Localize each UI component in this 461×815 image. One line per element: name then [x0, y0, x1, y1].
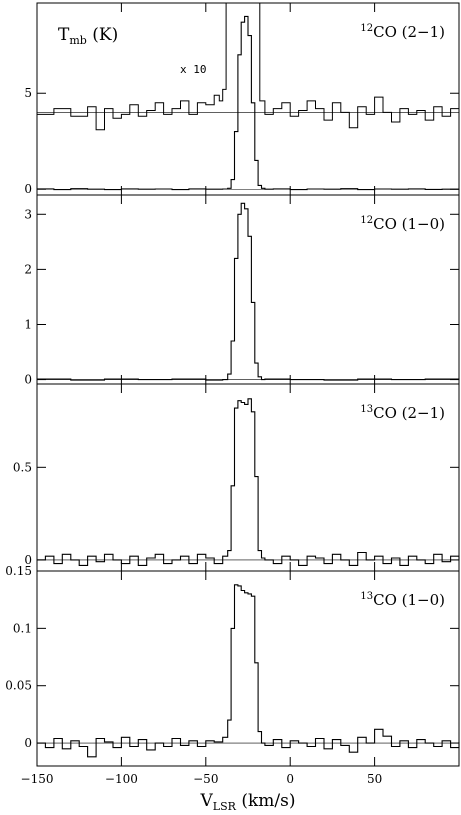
x-axis-label-sub: LSR: [213, 800, 237, 813]
panel-4: 0 0.05 0.1 0.15 13CO (1−0): [5, 564, 460, 767]
y-tick-label: 2: [24, 262, 32, 276]
x-axis-label: VLSR (km/s): [200, 791, 296, 813]
y-tick-label: 0: [24, 553, 32, 567]
x-tick-label: −50: [193, 772, 218, 786]
x-axis: −150 −100 −50 0 50: [21, 772, 383, 786]
y-tick-label: 0: [24, 373, 32, 387]
y-axis-label: Tmb (K): [58, 25, 118, 47]
line-label-text: CO (1−0): [373, 591, 445, 609]
panel-frame: [36, 570, 460, 767]
y-tick-label: 5: [24, 86, 32, 100]
y-tick-label: 0.1: [13, 621, 32, 635]
x-tick-label: 0: [286, 772, 294, 786]
y-tick-label: 1: [24, 317, 32, 331]
spectrum-line: [37, 202, 460, 381]
y-axis-label-tail: (K): [87, 25, 118, 45]
y-tick-label: 0: [24, 182, 32, 196]
line-label-isotope: 13: [360, 591, 373, 602]
x-axis-label-tail: (km/s): [236, 791, 296, 811]
line-label-text: CO (1−0): [373, 215, 445, 233]
line-label-text: CO (2−1): [373, 404, 445, 422]
line-label: 13CO (1−0): [360, 591, 445, 609]
y-tick-label: 3: [24, 207, 32, 221]
x-tick-label: 50: [367, 772, 382, 786]
x-axis-label-main: V: [200, 791, 214, 811]
y-axis-label-sub: mb: [69, 34, 86, 47]
x-tick-label: −100: [105, 772, 138, 786]
panel-3: 0 0.5 13CO (2−1): [13, 383, 460, 572]
spectrum-x10-line: [37, 2, 460, 131]
line-label-isotope: 13: [360, 404, 373, 415]
y-tick-label: 0.15: [5, 564, 32, 578]
line-label-text: CO (2−1): [373, 23, 445, 41]
y-tick-label: 0: [24, 736, 32, 750]
spectrum-line: [37, 398, 460, 566]
line-label: 13CO (2−1): [360, 404, 445, 422]
line-label-isotope: 12: [360, 23, 373, 34]
x10-annotation: x 10: [180, 63, 207, 76]
y-axis-label-main: T: [58, 25, 70, 45]
spectrum-line: [37, 584, 460, 758]
spectrum-line: [37, 15, 460, 191]
line-label-isotope: 12: [360, 215, 373, 226]
line-label: 12CO (2−1): [360, 23, 445, 41]
y-tick-label: 0.5: [13, 460, 32, 474]
x-tick-label: −150: [21, 772, 54, 786]
line-label: 12CO (1−0): [360, 215, 445, 233]
y-tick-label: 0.05: [5, 679, 32, 693]
